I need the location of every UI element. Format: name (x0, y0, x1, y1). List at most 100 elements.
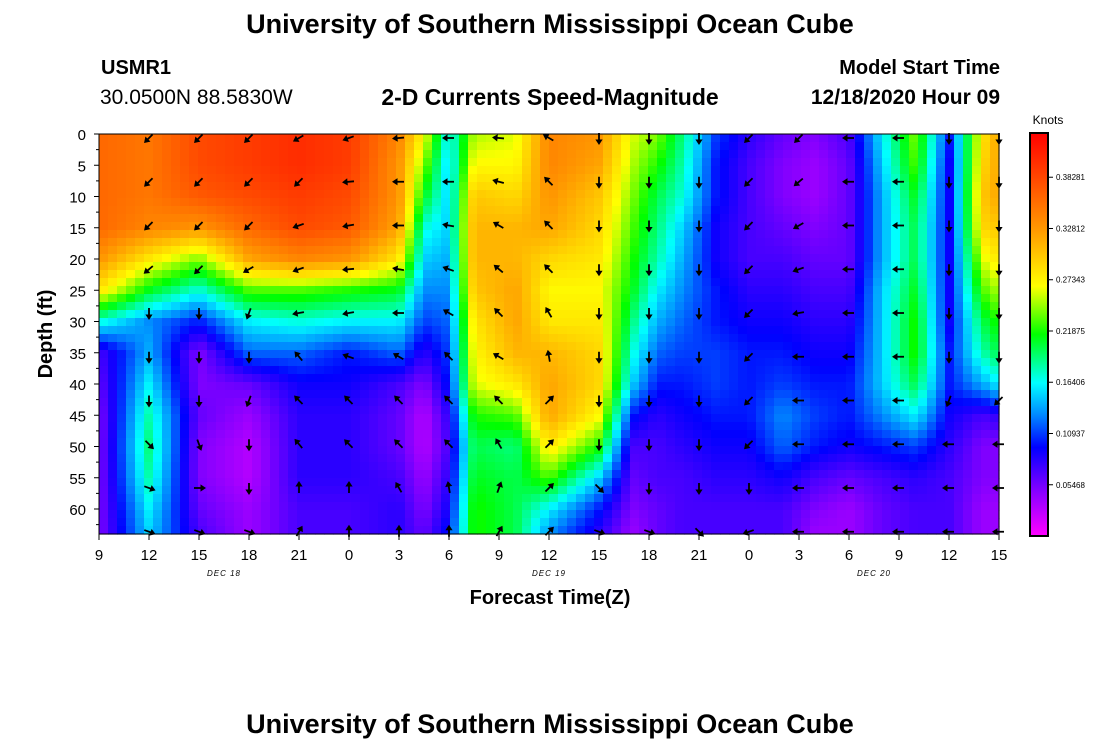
heatmap-cell (882, 462, 892, 471)
heatmap-cell (792, 174, 802, 183)
heatmap-cell (297, 342, 307, 351)
heatmap-cell (621, 182, 631, 191)
heatmap-cell (234, 390, 244, 399)
heatmap-cell (783, 214, 793, 223)
heatmap-cell (837, 134, 847, 143)
heatmap-cell (396, 422, 406, 431)
heatmap-cell (414, 198, 424, 207)
heatmap-cell (378, 430, 388, 439)
heatmap-cell (396, 190, 406, 199)
heatmap-cell (639, 350, 649, 359)
heatmap-cell (522, 158, 532, 167)
heatmap-cell (342, 446, 352, 455)
heatmap-cell (441, 286, 451, 295)
heatmap-cell (972, 222, 982, 231)
heatmap-cell (279, 454, 289, 463)
heatmap-cell (693, 390, 703, 399)
heatmap-cell (189, 390, 199, 399)
heatmap-cell (927, 398, 937, 407)
heatmap-cell (576, 318, 586, 327)
heatmap-cell (333, 174, 343, 183)
heatmap-cell (171, 398, 181, 407)
heatmap-cell (936, 190, 946, 199)
heatmap-cell (801, 518, 811, 527)
heatmap-cell (504, 486, 514, 495)
heatmap-cell (558, 502, 568, 511)
heatmap-cell (234, 494, 244, 503)
heatmap-cell (522, 254, 532, 263)
heatmap-cell (801, 222, 811, 231)
heatmap-cell (306, 374, 316, 383)
heatmap-cell (477, 406, 487, 415)
heatmap-cell (414, 182, 424, 191)
heatmap-cell (504, 502, 514, 511)
heatmap-cell (630, 510, 640, 519)
heatmap-cell (369, 438, 379, 447)
heatmap-cell (603, 326, 613, 335)
heatmap-cell (234, 134, 244, 143)
heatmap-cell (369, 366, 379, 375)
heatmap-cell (891, 174, 901, 183)
heatmap-cell (621, 166, 631, 175)
heatmap-cell (945, 150, 955, 159)
heatmap-cell (819, 254, 829, 263)
heatmap-cell (108, 254, 118, 263)
heatmap-cell (747, 254, 757, 263)
heatmap-cell (891, 502, 901, 511)
heatmap-cell (252, 198, 262, 207)
heatmap-cell (765, 374, 775, 383)
heatmap-cell (423, 390, 433, 399)
heatmap-cell (837, 462, 847, 471)
heatmap-cell (405, 174, 415, 183)
heatmap-cell (189, 398, 199, 407)
heatmap-cell (549, 230, 559, 239)
heatmap-cell (252, 430, 262, 439)
heatmap-cell (873, 198, 883, 207)
heatmap-cell (207, 406, 217, 415)
heatmap-cell (801, 182, 811, 191)
heatmap-cell (315, 414, 325, 423)
heatmap-cell (675, 318, 685, 327)
heatmap-cell (243, 374, 253, 383)
heatmap-cell (972, 134, 982, 143)
heatmap-cell (801, 494, 811, 503)
heatmap-cell (576, 246, 586, 255)
heatmap-cell (783, 502, 793, 511)
heatmap-cell (882, 238, 892, 247)
heatmap-cell (648, 270, 658, 279)
heatmap-cell (450, 398, 460, 407)
heatmap-cell (108, 350, 118, 359)
heatmap-cell (567, 422, 577, 431)
heatmap-cell (315, 374, 325, 383)
heatmap-cell (882, 390, 892, 399)
heatmap-cell (495, 438, 505, 447)
heatmap-cell (693, 254, 703, 263)
heatmap-cell (342, 190, 352, 199)
heatmap-cell (963, 390, 973, 399)
heatmap-cell (495, 294, 505, 303)
heatmap-cell (702, 462, 712, 471)
heatmap-cell (297, 262, 307, 271)
heatmap-cell (882, 510, 892, 519)
heatmap-cell (171, 486, 181, 495)
heatmap-cell (612, 366, 622, 375)
heatmap-cell (783, 262, 793, 271)
heatmap-cell (387, 166, 397, 175)
heatmap-cell (459, 286, 469, 295)
heatmap-cell (657, 366, 667, 375)
heatmap-cell (135, 278, 145, 287)
heatmap-cell (324, 166, 334, 175)
heatmap-cell (585, 494, 595, 503)
heatmap-cell (225, 326, 235, 335)
heatmap-cell (810, 254, 820, 263)
heatmap-cell (882, 502, 892, 511)
heatmap-cell (963, 238, 973, 247)
heatmap-cell (423, 150, 433, 159)
heatmap-cell (216, 454, 226, 463)
heatmap-cell (450, 438, 460, 447)
heatmap-cell (702, 230, 712, 239)
heatmap-cell (621, 262, 631, 271)
heatmap-cell (657, 246, 667, 255)
heatmap-cell (243, 326, 253, 335)
heatmap-cell (414, 502, 424, 511)
